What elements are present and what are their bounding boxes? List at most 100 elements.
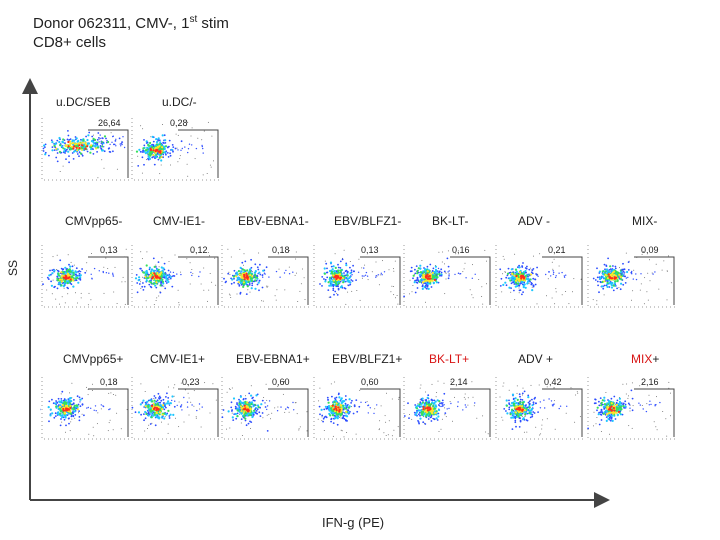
- event-dot: [510, 291, 512, 293]
- density-dot: [165, 282, 168, 284]
- event-dot: [261, 300, 263, 302]
- event-dot: [80, 297, 82, 299]
- density-dot: [356, 410, 359, 413]
- density-dot: [63, 418, 66, 421]
- gate-percent: 0,18: [100, 377, 118, 387]
- density-dot: [512, 397, 515, 400]
- flow-plot-panel: [220, 243, 312, 309]
- density-dot: [59, 424, 62, 427]
- event-dot: [546, 418, 548, 420]
- density-dot: [330, 284, 333, 287]
- density-dot: [329, 296, 332, 298]
- density-dot: [341, 404, 344, 407]
- event-dot: [215, 399, 217, 401]
- tail-dot: [181, 409, 183, 411]
- density-dot: [240, 275, 243, 278]
- event-dot: [116, 168, 118, 170]
- event-dot: [184, 389, 186, 391]
- event-dot: [482, 303, 484, 305]
- event-dot: [609, 433, 610, 435]
- density-dot: [64, 399, 68, 402]
- event-dot: [393, 268, 394, 270]
- density-dot: [233, 413, 236, 415]
- density-dot: [48, 400, 51, 403]
- event-dot: [625, 393, 627, 395]
- density-dot: [520, 277, 523, 280]
- density-dot: [435, 405, 438, 408]
- density-dot: [144, 403, 147, 406]
- density-dot: [242, 281, 245, 284]
- event-dot: [93, 134, 94, 136]
- density-dot: [519, 271, 522, 274]
- density-dot: [527, 280, 530, 283]
- density-dot: [337, 271, 340, 274]
- event-dot: [174, 254, 176, 256]
- density-dot: [437, 281, 440, 284]
- density-dot: [244, 402, 247, 405]
- density-dot: [430, 279, 433, 282]
- gate-percent: 0,09: [641, 245, 659, 255]
- event-dot: [105, 257, 107, 259]
- event-dot: [385, 435, 387, 436]
- density-dot: [605, 264, 608, 267]
- density-dot: [427, 418, 430, 420]
- density-dot: [602, 405, 605, 409]
- density-dot: [65, 158, 67, 160]
- density-dot: [510, 287, 512, 289]
- event-dot: [343, 249, 345, 251]
- density-dot: [334, 417, 337, 420]
- event-dot: [92, 383, 93, 385]
- density-dot: [152, 402, 155, 405]
- density-dot: [408, 417, 410, 419]
- event-dot: [124, 281, 126, 283]
- density-dot: [62, 147, 65, 150]
- density-dot: [74, 414, 77, 416]
- density-dot: [438, 272, 441, 276]
- event-dot: [61, 296, 63, 298]
- density-dot: [98, 137, 100, 139]
- figure-title-line1: Donor 062311, CMV-, 1st stim: [33, 14, 229, 32]
- event-dot: [631, 299, 632, 301]
- density-dot: [345, 414, 348, 417]
- density-dot: [240, 401, 243, 404]
- density-dot: [167, 269, 170, 272]
- density-dot: [510, 276, 513, 279]
- density-dot: [158, 411, 162, 414]
- density-dot: [337, 280, 341, 283]
- density-dot: [60, 280, 63, 283]
- density-dot: [151, 400, 154, 403]
- density-dot: [614, 267, 617, 270]
- density-dot: [421, 397, 424, 400]
- gate-percent: 0,23: [182, 377, 200, 387]
- event-dot: [471, 381, 473, 383]
- event-dot: [109, 419, 111, 421]
- density-dot: [326, 276, 329, 279]
- event-dot: [486, 260, 487, 262]
- density-dot: [68, 263, 70, 266]
- density-dot: [80, 148, 83, 151]
- event-dot: [554, 428, 556, 430]
- density-dot: [153, 411, 156, 415]
- tail-dot: [120, 143, 122, 145]
- density-dot: [407, 402, 409, 405]
- density-dot: [518, 393, 521, 396]
- density-dot: [250, 258, 252, 261]
- density-dot: [434, 400, 437, 403]
- event-dot: [192, 273, 194, 275]
- density-dot: [320, 408, 323, 411]
- event-dot: [284, 411, 286, 413]
- density-dot: [519, 412, 523, 415]
- density-dot: [611, 419, 614, 422]
- density-dot: [153, 163, 156, 166]
- dot-plot: [131, 118, 220, 181]
- density-dot: [601, 285, 604, 288]
- event-dot: [454, 396, 455, 398]
- density-dot: [332, 265, 335, 268]
- density-dot: [68, 276, 71, 279]
- event-dot: [294, 402, 296, 404]
- density-dot: [432, 404, 435, 407]
- event-dot: [122, 276, 124, 278]
- density-dot: [256, 283, 259, 286]
- event-dot: [142, 128, 144, 130]
- event-dot: [464, 393, 466, 395]
